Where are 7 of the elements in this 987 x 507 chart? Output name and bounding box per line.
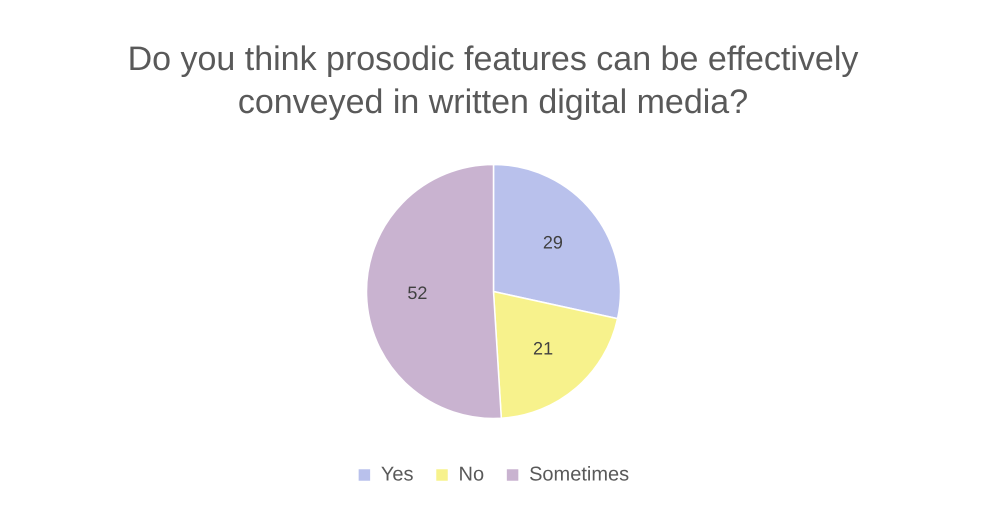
data-label: 21 xyxy=(533,338,554,358)
chart-title: Do you think prosodic features can be effectively conveyed in written digital media? xyxy=(126,39,860,123)
data-label: 29 xyxy=(542,232,563,253)
data-label: 52 xyxy=(407,282,428,303)
legend-label: Sometimes xyxy=(529,464,630,486)
legend-label: No xyxy=(458,464,484,486)
legend-label: Yes xyxy=(380,464,414,486)
